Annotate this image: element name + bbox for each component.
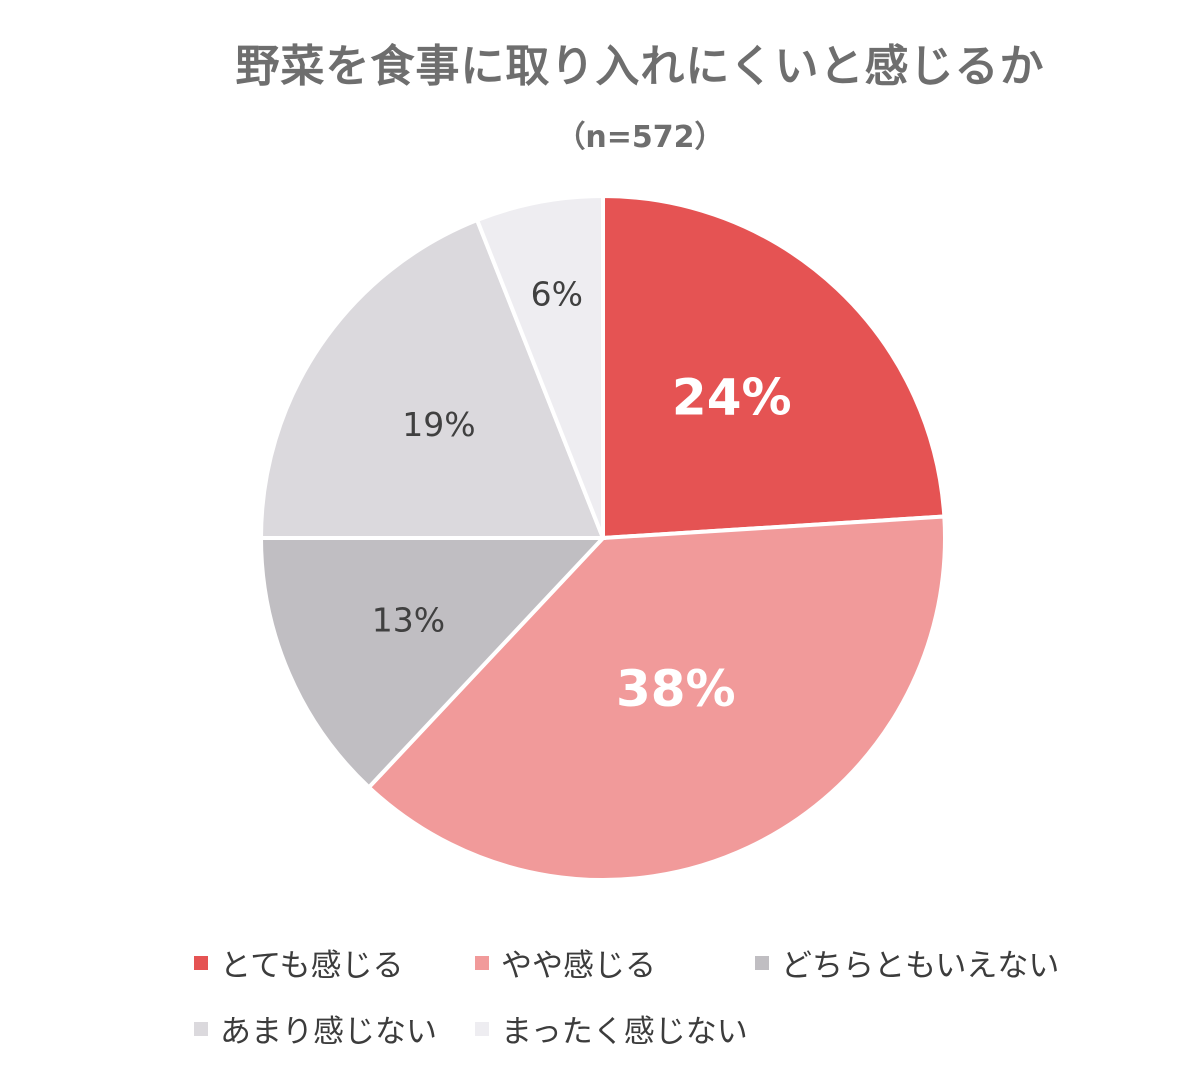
legend-swatch (475, 955, 489, 970)
chart-title: 野菜を食事に取り入れにくいと感じるか (235, 41, 1045, 92)
legend-swatch (194, 955, 208, 970)
legend-label: やや感じる (501, 948, 656, 984)
legend-label: まったく感じない (501, 1014, 748, 1050)
slice-label-3: 13% (372, 601, 445, 640)
slice-label-1: 24% (672, 368, 792, 426)
legend-item-4: あまり感じない (194, 1006, 437, 1051)
legend-swatch (194, 1021, 208, 1036)
pie-slice-3 (258, 536, 608, 791)
legend-item-5: まったく感じない (475, 1006, 748, 1051)
pie-slice-1 (601, 193, 947, 541)
legend-label: どちらともいえない (781, 948, 1060, 984)
legend-item-3: どちらともいえない (755, 940, 1059, 985)
slice-label-5: 6% (531, 275, 583, 314)
slice-label-4: 19% (402, 405, 475, 444)
slice-label-2: 38% (616, 660, 736, 718)
chart-subtitle: （n=572） (555, 120, 725, 155)
legend-label: あまり感じない (220, 1014, 437, 1050)
pie-slice-2 (366, 514, 947, 882)
legend-item-1: とても感じる (194, 940, 404, 985)
legend-swatch (475, 1021, 489, 1036)
legend-label: とても感じる (220, 948, 404, 984)
pie-slice-5 (474, 193, 605, 539)
legend-item-2: やや感じる (475, 940, 656, 985)
legend-swatch (755, 955, 769, 970)
pie-slice-4 (258, 217, 606, 540)
